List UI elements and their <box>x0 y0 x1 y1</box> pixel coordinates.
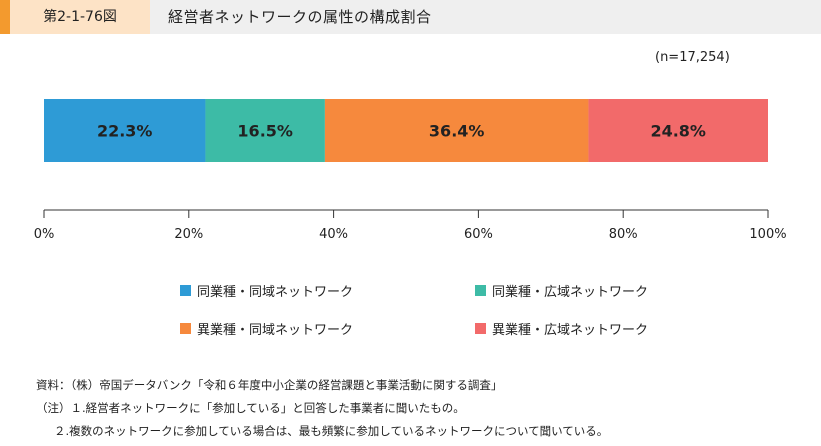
legend-item-3: 異業種・広域ネットワーク <box>475 318 648 338</box>
legend-label-2: 異業種・同域ネットワーク <box>197 322 354 338</box>
bar-segment-1 <box>205 99 325 162</box>
legend-swatch-1 <box>475 284 486 296</box>
note-2: ２.複数のネットワークに参加している場合は、最も頻繁に参加しているネットワークに… <box>54 424 609 438</box>
legend-item-1: 同業種・広域ネットワーク <box>475 280 648 300</box>
chart-legend: 同業種・同域ネットワーク 同業種・広域ネットワーク 異業種・同域ネットワーク 異… <box>0 280 821 350</box>
legend-item-2: 異業種・同域ネットワーク <box>180 318 353 338</box>
x-tick-label-4: 80% <box>609 227 638 242</box>
x-axis-ticks: 0% 20% 40% 60% 80% 100% <box>34 210 787 242</box>
stacked-bar-chart: 22.3% 16.5% 36.4% 24.8% 0% 20% 40% 60% 80% 100% <box>34 99 787 242</box>
bar-segment-2 <box>324 99 589 162</box>
bar-group: 22.3% 16.5% 36.4% 24.8% <box>44 99 768 162</box>
legend-swatch-3 <box>475 322 486 334</box>
bar-label-2: 36.4% <box>429 122 485 141</box>
sample-size-note: (n=17,254) <box>655 50 730 65</box>
legend-item-0: 同業種・同域ネットワーク <box>180 280 353 300</box>
bar-label-0: 22.3% <box>97 122 153 141</box>
x-tick-label-3: 60% <box>464 227 493 242</box>
bar-segment-0 <box>44 99 206 162</box>
note-1: （注）１.経営者ネットワークに「参加している」と回答した事業者に聞いたもの。 <box>36 401 465 415</box>
legend-swatch-2 <box>180 322 191 334</box>
x-tick-label-5: 100% <box>749 227 786 242</box>
figure-number: 第2-1-76図 <box>10 0 150 34</box>
x-tick-label-0: 0% <box>34 227 55 242</box>
x-tick-label-1: 20% <box>174 227 203 242</box>
x-tick-label-2: 40% <box>319 227 348 242</box>
legend-label-3: 異業種・広域ネットワーク <box>492 322 649 338</box>
figure-title: 経営者ネットワークの属性の構成割合 <box>168 8 432 26</box>
source-note: 資料：（株）帝国データバンク「令和６年度中小企業の経営課題と事業活動に関する調査… <box>36 378 503 392</box>
legend-swatch-0 <box>180 284 191 296</box>
bar-label-1: 16.5% <box>237 122 293 141</box>
bar-label-3: 24.8% <box>650 122 706 141</box>
header-accent-bar <box>0 0 10 34</box>
legend-label-1: 同業種・広域ネットワーク <box>492 284 649 300</box>
bar-segment-3 <box>588 99 768 162</box>
figure-header: 第2-1-76図 経営者ネットワークの属性の構成割合 <box>0 0 821 34</box>
legend-label-0: 同業種・同域ネットワーク <box>197 284 354 300</box>
